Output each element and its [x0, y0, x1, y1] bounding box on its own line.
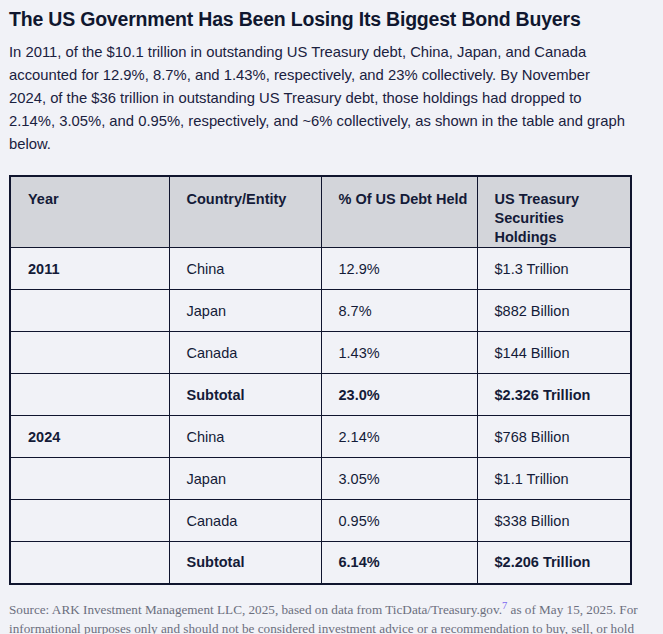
year-cell [10, 500, 169, 542]
subtotal-row: Subtotal 6.14% $2.206 Trillion [10, 542, 631, 584]
header-year: Year [10, 176, 169, 248]
holdings-cell: $768 Billion [477, 416, 631, 458]
pct-cell: 8.7% [321, 290, 477, 332]
country-cell: Canada [169, 332, 321, 374]
table-row: 2011 China 12.9% $1.3 Trillion [10, 248, 631, 290]
pct-cell: 6.14% [321, 542, 477, 584]
article: The US Government Has Been Losing Its Bi… [0, 0, 663, 634]
table-row: Japan 3.05% $1.1 Trillion [10, 458, 631, 500]
year-cell [10, 290, 169, 332]
pct-cell: 1.43% [321, 332, 477, 374]
pct-cell: 12.9% [321, 248, 477, 290]
country-cell: Subtotal [169, 542, 321, 584]
year-cell: 2011 [10, 248, 169, 290]
country-cell: Canada [169, 500, 321, 542]
year-cell [10, 374, 169, 416]
header-pct-debt-held: % Of US Debt Held [321, 176, 477, 248]
header-country-entity: Country/Entity [169, 176, 321, 248]
holdings-cell: $882 Billion [477, 290, 631, 332]
holdings-cell: $2.206 Trillion [477, 542, 631, 584]
source-text-before: Source: ARK Investment Management LLC, 2… [9, 602, 502, 617]
holdings-cell: $1.1 Trillion [477, 458, 631, 500]
holdings-cell: $1.3 Trillion [477, 248, 631, 290]
holdings-cell: $338 Billion [477, 500, 631, 542]
country-cell: Japan [169, 458, 321, 500]
year-cell: 2024 [10, 416, 169, 458]
intro-paragraph: In 2011, of the $10.1 trillion in outsta… [9, 41, 627, 156]
table-body: 2011 China 12.9% $1.3 Trillion Japan 8.7… [10, 248, 631, 584]
holdings-cell: $2.326 Trillion [477, 374, 631, 416]
country-cell: China [169, 248, 321, 290]
table-row: Japan 8.7% $882 Billion [10, 290, 631, 332]
country-cell: Japan [169, 290, 321, 332]
header-row: Year Country/Entity % Of US Debt Held US… [10, 176, 631, 248]
holdings-table: Year Country/Entity % Of US Debt Held US… [9, 175, 632, 585]
year-cell [10, 332, 169, 374]
table-row: Canada 1.43% $144 Billion [10, 332, 631, 374]
pct-cell: 23.0% [321, 374, 477, 416]
table-row: 2024 China 2.14% $768 Billion [10, 416, 631, 458]
pct-cell: 3.05% [321, 458, 477, 500]
year-cell [10, 542, 169, 584]
source-disclaimer: Source: ARK Investment Management LLC, 2… [9, 600, 654, 634]
table-header: Year Country/Entity % Of US Debt Held US… [10, 176, 631, 248]
table-row: Canada 0.95% $338 Billion [10, 500, 631, 542]
header-treasury-holdings: US Treasury Securities Holdings [477, 176, 631, 248]
page-title: The US Government Has Been Losing Its Bi… [9, 7, 654, 31]
holdings-cell: $144 Billion [477, 332, 631, 374]
subtotal-row: Subtotal 23.0% $2.326 Trillion [10, 374, 631, 416]
pct-cell: 0.95% [321, 500, 477, 542]
pct-cell: 2.14% [321, 416, 477, 458]
year-cell [10, 458, 169, 500]
country-cell: Subtotal [169, 374, 321, 416]
country-cell: China [169, 416, 321, 458]
